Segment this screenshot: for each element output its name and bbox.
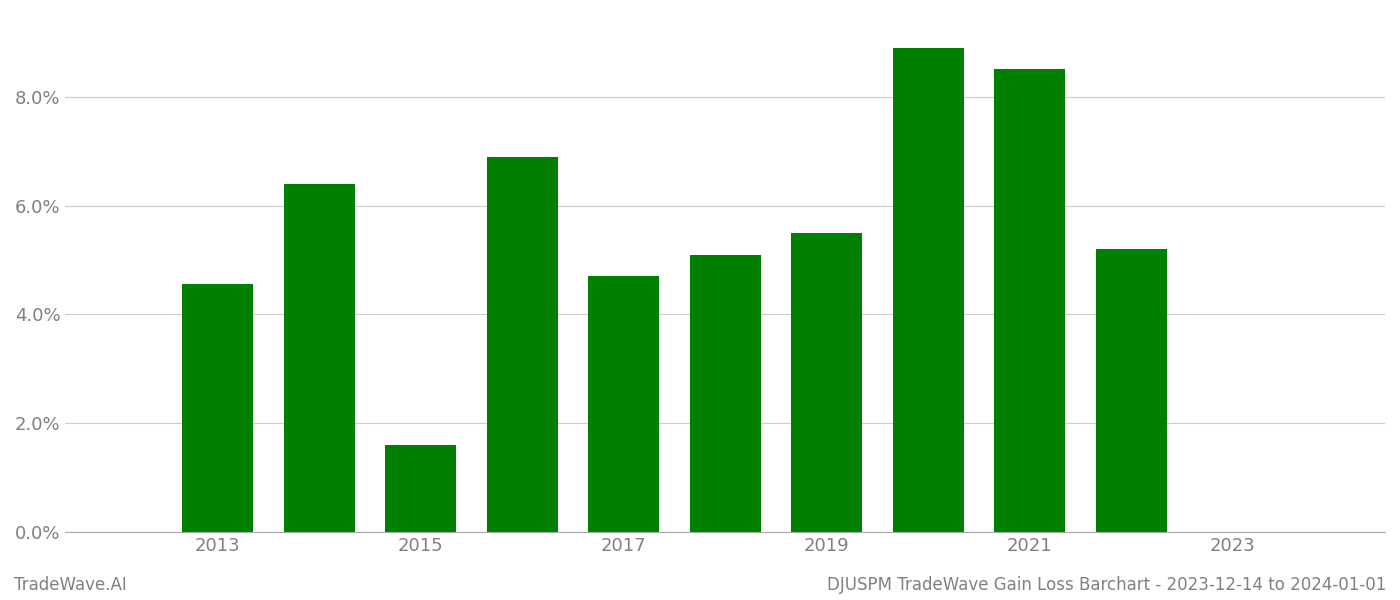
- Bar: [588, 276, 659, 532]
- Bar: [690, 254, 760, 532]
- Text: DJUSPM TradeWave Gain Loss Barchart - 2023-12-14 to 2024-01-01: DJUSPM TradeWave Gain Loss Barchart - 20…: [826, 576, 1386, 594]
- Bar: [182, 284, 253, 532]
- Bar: [994, 70, 1065, 532]
- Bar: [385, 445, 456, 532]
- Text: TradeWave.AI: TradeWave.AI: [14, 576, 127, 594]
- Bar: [284, 184, 354, 532]
- Bar: [893, 47, 963, 532]
- Bar: [1096, 249, 1166, 532]
- Bar: [487, 157, 557, 532]
- Bar: [791, 233, 862, 532]
